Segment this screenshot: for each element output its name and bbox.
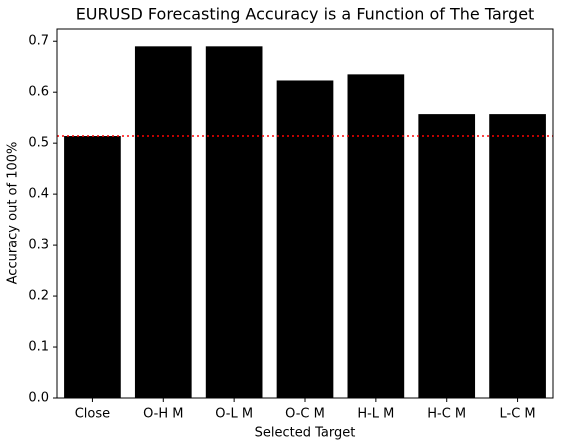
x-tick-label: O-L M bbox=[215, 407, 253, 422]
y-axis-label: Accuracy out of 100% bbox=[6, 142, 21, 285]
bar bbox=[134, 46, 192, 398]
y-tick-label: 0.4 bbox=[28, 187, 49, 202]
plot-frame bbox=[56, 28, 554, 399]
x-tick-label: O-H M bbox=[143, 407, 183, 422]
x-tick-label: O-C M bbox=[285, 407, 325, 422]
y-tick-label: 0.1 bbox=[28, 340, 49, 355]
x-tick-label: Close bbox=[75, 407, 110, 422]
bar bbox=[347, 74, 405, 398]
bar bbox=[205, 46, 263, 398]
bar bbox=[64, 136, 121, 398]
chart-title: EURUSD Forecasting Accuracy is a Functio… bbox=[76, 5, 535, 24]
x-tick-label: H-C M bbox=[427, 407, 466, 422]
x-tick-label: H-L M bbox=[357, 407, 394, 422]
bar bbox=[276, 80, 334, 399]
y-tick-label: 0.7 bbox=[28, 34, 49, 49]
bar bbox=[418, 114, 476, 399]
y-tick-label: 0.5 bbox=[28, 136, 49, 151]
y-tick-label: 0.3 bbox=[28, 238, 49, 253]
x-axis-label: Selected Target bbox=[255, 426, 356, 441]
x-tick-label: L-C M bbox=[500, 407, 536, 422]
y-tick-label: 0.2 bbox=[28, 289, 49, 304]
bar bbox=[489, 114, 546, 399]
y-tick-label: 0.6 bbox=[28, 85, 49, 100]
y-tick-label: 0.0 bbox=[28, 391, 49, 406]
